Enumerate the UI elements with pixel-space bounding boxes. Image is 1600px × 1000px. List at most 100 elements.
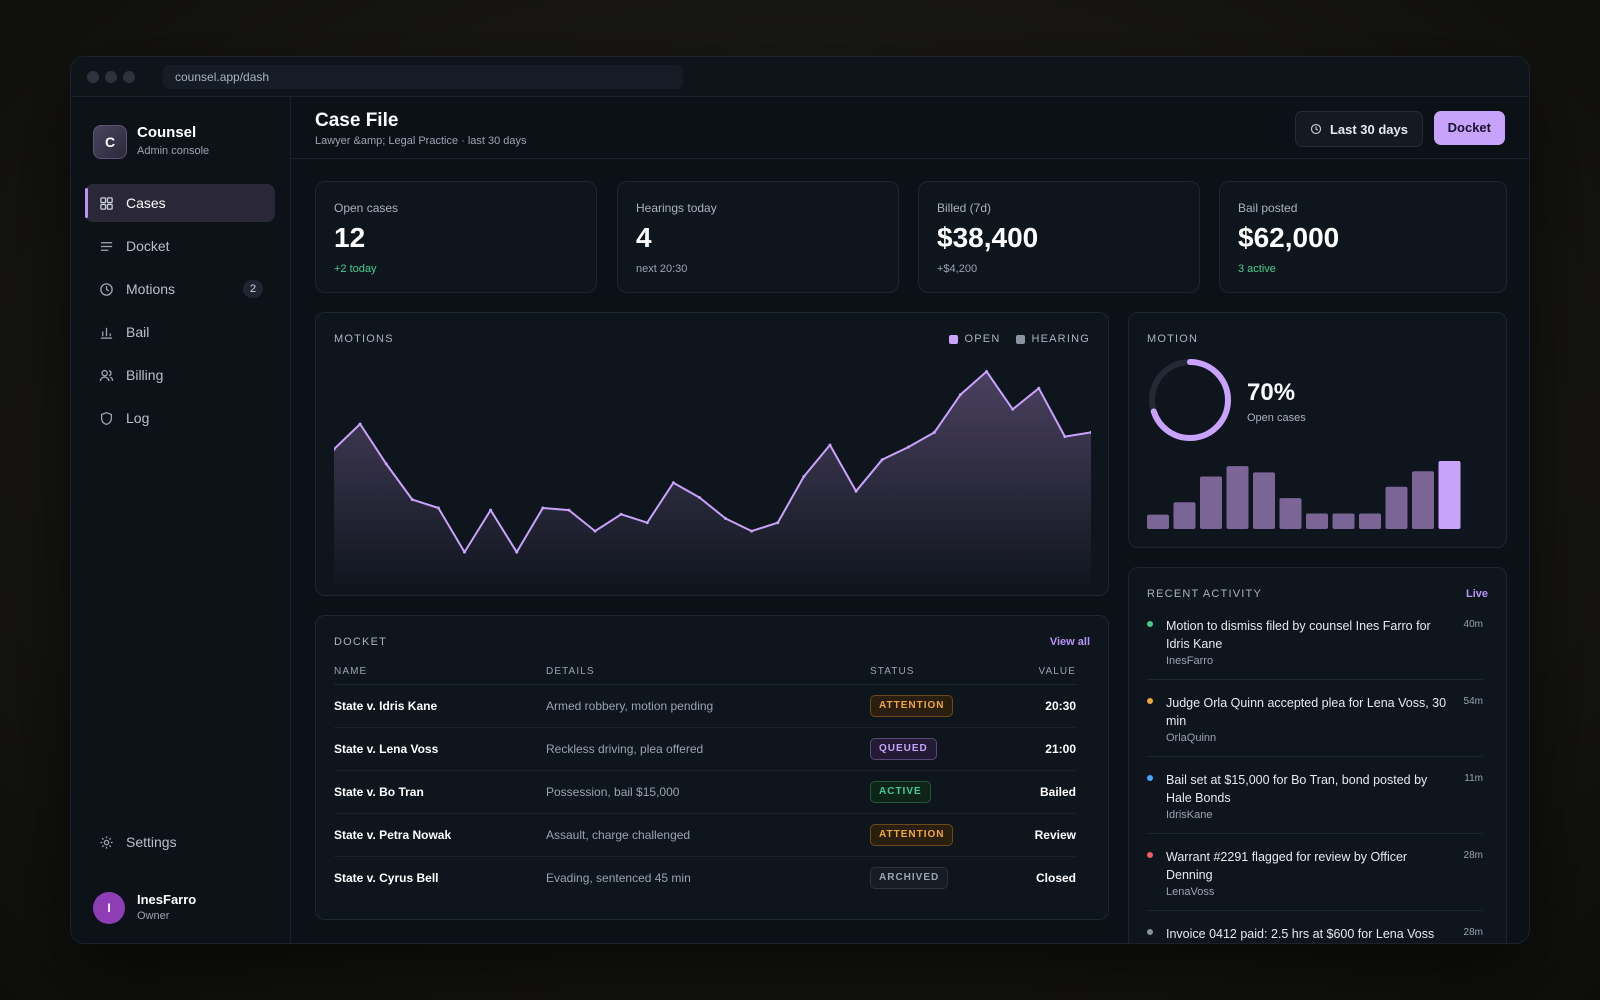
column-header-status[interactable]: STATUS [870,660,1000,685]
data-point [593,529,597,533]
data-point [1011,407,1015,411]
status-badge: QUEUED [870,737,937,760]
donut-caption: Open cases [1247,412,1306,424]
sidebar-item-settings[interactable]: Settings [85,823,275,861]
window-maximize-dot[interactable] [123,71,135,83]
activity-dot [1147,852,1153,858]
kpi-label: Billed (7d) [937,201,992,215]
case-details: Armed robbery, motion pending [546,684,870,728]
column-header-name[interactable]: NAME [334,660,546,685]
divider [1147,756,1483,757]
case-details: Assault, charge challenged [546,813,870,857]
page-title: Case File [315,110,399,131]
table-row[interactable]: State v. Idris Kane Armed robbery, motio… [334,684,1076,728]
window-minimize-dot[interactable] [105,71,117,83]
date-range-button[interactable]: Last 30 days [1294,111,1423,147]
clock-icon [1310,123,1322,135]
mini-bar [1147,514,1169,529]
view-all-link[interactable]: View all [1049,636,1090,648]
data-point [410,498,414,502]
data-point [750,529,754,533]
donut-arc [1149,359,1231,441]
sidebar-item-label: Log [126,410,150,426]
kpi-card-open-cases: Open cases 12 +2 today [315,181,597,293]
sidebar-item-label: Motions [126,281,176,297]
docket-button[interactable]: Docket [1433,111,1505,145]
app-window: counsel.app/dash C Counsel Admin console… [70,56,1530,944]
avatar[interactable]: I [93,892,125,924]
activity-time: 54m [1463,696,1483,707]
data-point [515,550,519,554]
case-value: 20:30 [1000,684,1076,728]
case-details: Evading, sentenced 45 min [546,870,691,885]
sidebar-item-cases[interactable]: Cases [85,184,275,222]
mini-bar [1412,471,1434,529]
data-point [985,370,989,373]
activity-time: 40m [1463,619,1483,630]
title-bar: counsel.app/dash [71,57,1529,97]
legend-item-open[interactable]: OPEN [949,333,1000,345]
sidebar-item-docket[interactable]: Docket [85,227,275,265]
kpi-card-hearings-today: Hearings today 4 next 20:30 [617,181,899,293]
data-point [854,489,858,493]
legend-label: OPEN [964,333,1001,345]
window-close-dot[interactable] [87,71,99,83]
activity-text: Judge Orla Quinn accepted plea for Lena … [1166,696,1447,728]
page-header: Case File Lawyer &amp; Legal Practice · … [291,97,1529,159]
case-name: State v. Lena Voss [334,727,546,771]
sidebar-item-bail[interactable]: Bail [85,313,275,351]
activity-dot [1147,698,1153,704]
kpi-card-bail-posted: Bail posted $62,000 3 active [1219,181,1507,293]
mini-bar [1306,513,1328,529]
sidebar-item-label: Billing [126,367,164,383]
sidebar-item-label: Cases [126,195,166,211]
data-point [1063,435,1067,439]
data-point [828,443,832,447]
data-point [1089,430,1091,434]
section-title: MOTIONS [334,333,394,345]
sidebar-item-motions[interactable]: Motions 2 [85,270,275,308]
activity-text: Warrant #2291 flagged for review by Offi… [1166,850,1408,882]
sidebar: C Counsel Admin console Cases Docket Mot… [71,97,291,943]
activity-text: Motion to dismiss filed by counsel Ines … [1166,619,1431,651]
table-header-row: NAME DETAILS STATUS VALUE [334,660,1076,685]
recent-activity-card: RECENT ACTIVITY Live Motion to dismiss f… [1128,567,1507,943]
live-indicator[interactable]: Live [1465,588,1488,600]
data-point [671,481,675,485]
status-badge: ATTENTION [870,694,954,717]
table-row[interactable]: State v. Lena Voss Reckless driving, ple… [334,727,1076,771]
legend-label: HEARING [1031,333,1090,345]
brand-logo: C [93,125,127,159]
case-details: Possession, bail $15,000 [546,770,870,814]
motions-area-chart [334,370,1091,584]
column-header-details[interactable]: DETAILS [546,660,870,685]
user-name: InesFarro [137,892,197,907]
legend-item-hearing[interactable]: HEARING [1016,333,1090,345]
sidebar-item-billing[interactable]: Billing [85,356,275,394]
motion-summary-card: MOTION 70% Open cases [1128,312,1507,548]
activity-text: Invoice 0412 paid: 2.5 hrs at $600 for L… [1166,927,1435,941]
motion-mini-bars [1147,461,1461,529]
data-point [463,550,467,554]
case-value: Closed [1035,870,1076,885]
series-points-open [334,370,1091,554]
url-bar[interactable]: counsel.app/dash [163,65,683,89]
kpi-card-billed: Billed (7d) $38,400 +$4,200 [918,181,1200,293]
table-row[interactable]: State v. Cyrus Bell Evading, sentenced 4… [334,856,1076,899]
motions-count-badge: 2 [243,280,263,298]
legend-swatch [949,334,959,344]
page-subtitle: Lawyer &amp; Legal Practice · last 30 da… [315,135,527,147]
column-header-value[interactable]: VALUE [1000,660,1076,685]
data-point [697,496,701,499]
sidebar-nav: Cases Docket Motions 2 Bail Billing L [85,184,275,442]
mini-bar [1359,513,1381,529]
sidebar-item-log[interactable]: Log [85,399,275,437]
table-row[interactable]: State v. Bo Tran Possession, bail $15,00… [334,770,1076,814]
clock-icon [100,282,113,296]
sidebar-item-label: Docket [126,238,170,254]
table-row[interactable]: State v. Petra Nowak Assault, charge cha… [334,813,1076,857]
activity-time: 28m [1463,927,1483,938]
section-title: MOTION [1147,333,1199,345]
divider [1147,679,1483,680]
grid-icon [100,196,113,210]
